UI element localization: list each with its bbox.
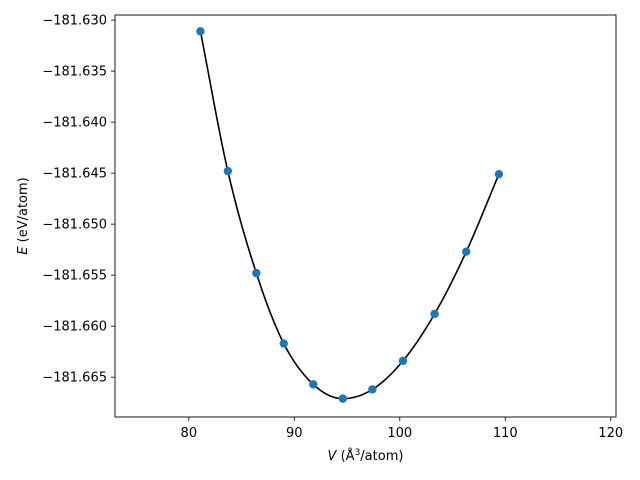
x-axis-label-unit-post: /atom) xyxy=(360,449,403,464)
x-tick-label: 80 xyxy=(181,426,198,441)
data-point xyxy=(398,356,408,366)
y-tick-label: −181.660 xyxy=(42,320,107,335)
y-axis: −181.630 −181.635 −181.640 −181.645 −181.650… xyxy=(42,14,115,386)
fit-curve xyxy=(199,31,500,400)
y-tick-label: −181.665 xyxy=(42,371,107,386)
data-point xyxy=(338,394,348,403)
data-point xyxy=(368,385,377,394)
y-axis-label: E (eV/atom) xyxy=(16,177,31,254)
y-tick-label: −181.630 xyxy=(42,14,107,29)
x-axis: 80 90 100 110 120 xyxy=(181,417,623,441)
x-axis-label-sup: 3 xyxy=(355,448,361,458)
plot-frame xyxy=(114,14,617,418)
y-tick-label: −181.640 xyxy=(42,116,107,131)
data-point xyxy=(462,247,471,256)
y-axis-label-unit: (eV/atom) xyxy=(16,177,31,246)
data-point xyxy=(252,268,261,278)
y-tick-label: −181.635 xyxy=(42,65,107,80)
y-tick-label: −181.650 xyxy=(42,218,107,233)
y-tick-label: −181.645 xyxy=(42,167,107,182)
data-point xyxy=(279,339,288,348)
data-point xyxy=(494,169,504,179)
x-tick-label: 100 xyxy=(387,426,412,441)
x-tick-label: 120 xyxy=(598,426,623,441)
data-point xyxy=(223,166,233,176)
data-point xyxy=(196,27,205,36)
x-axis-label-var: V xyxy=(328,449,338,464)
x-axis-label: V (Å3/atom) xyxy=(328,448,404,464)
x-tick-label: 90 xyxy=(286,426,303,441)
y-tick-label: −181.655 xyxy=(42,269,107,284)
data-point xyxy=(309,380,318,389)
x-tick-label: 110 xyxy=(493,426,518,441)
x-axis-label-unit-pre: (Å xyxy=(336,448,354,464)
plot-area xyxy=(196,27,504,403)
data-point xyxy=(430,309,439,319)
y-axis-label-var: E xyxy=(16,246,31,255)
